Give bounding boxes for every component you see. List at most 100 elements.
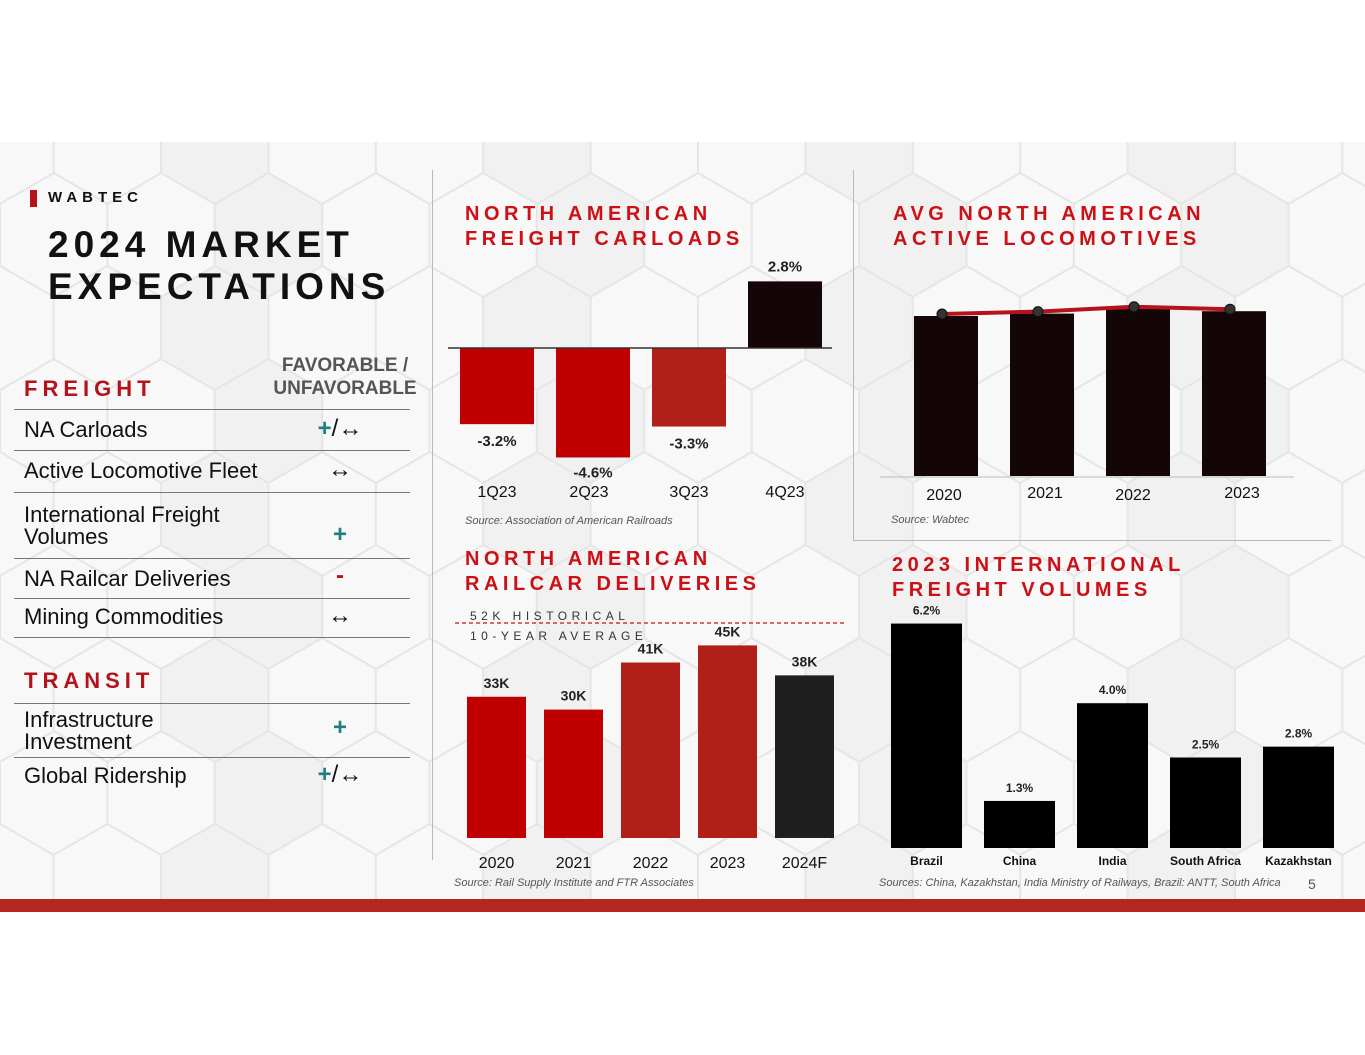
row-indicator: -: [300, 564, 380, 588]
bar-China: [984, 800, 1055, 848]
bar-South Africa: [1170, 757, 1241, 848]
data-label-2020: 33K: [484, 675, 510, 691]
row-indicator: +/↔: [300, 417, 380, 441]
page-number: 5: [1308, 876, 1316, 892]
trend-point-2022: [1128, 301, 1140, 313]
row-label: NA Carloads: [24, 417, 148, 442]
bar-Kazakhstan: [1263, 746, 1334, 848]
x-tick-4Q23: 4Q23: [765, 484, 804, 501]
row-indicator: +/↔: [300, 763, 380, 787]
row-indicator: ↔: [300, 458, 380, 482]
trend-point-2020: [936, 308, 948, 320]
freight-section-label: FREIGHT: [24, 376, 156, 401]
favorable-header: FAVORABLE / UNFAVORABLE: [273, 355, 417, 399]
neutral-sign: ↔: [328, 602, 352, 629]
hex-cell: [804, 822, 914, 899]
row-label: Infrastructure Investment: [24, 707, 154, 754]
data-label-1Q23: -3.2%: [477, 433, 516, 450]
row-indicator: +: [300, 523, 380, 547]
unfavorable-sign: -: [336, 562, 344, 589]
panel-divider: [853, 540, 1331, 541]
bar-2021: [1010, 313, 1074, 476]
hex-cell: [374, 822, 485, 899]
trend-point-2023: [1224, 303, 1236, 315]
panel-divider: [432, 170, 433, 860]
data-label-Kazakhstan: 2.8%: [1285, 727, 1313, 741]
trend-point-2021: [1032, 306, 1044, 318]
locomotives-source: Source: Wabtec: [891, 514, 970, 526]
neutral-sign: /↔: [331, 761, 363, 788]
row-indicator: ↔: [300, 604, 380, 628]
favorable-sign: +: [332, 521, 347, 548]
carloads-source: Source: Association of American Railroad…: [465, 515, 673, 527]
bar-2020: [914, 316, 978, 476]
x-tick-2020: 2020: [479, 855, 515, 872]
railcars-source: Source: Rail Supply Institute and FTR As…: [454, 877, 694, 889]
hex-cell: [1341, 840, 1365, 899]
brand-logo: WABTEC: [48, 189, 143, 206]
freight-row: International Freight Volumes +: [14, 492, 410, 558]
hex-cell: [52, 822, 163, 899]
x-tick-2Q23: 2Q23: [569, 484, 608, 501]
bar-2021: [544, 709, 603, 838]
data-label-India: 4.0%: [1099, 683, 1127, 697]
transit-row: Infrastructure Investment +: [14, 703, 410, 757]
slide: WABTEC 2024 MARKET EXPECTATIONS FREIGHT …: [0, 142, 1365, 912]
bar-2024F: [775, 675, 834, 838]
freight-row: NA Carloads +/↔: [14, 409, 410, 450]
intl-source: Sources: China, Kazakhstan, India Minist…: [879, 877, 1281, 889]
railcars-chart-title: NORTH AMERICAN RAILCAR DELIVERIES: [465, 548, 761, 595]
hex-cell: [267, 822, 377, 899]
bar-3Q23: [652, 348, 726, 427]
panel-divider: [853, 170, 854, 540]
x-tick-1Q23: 1Q23: [477, 484, 516, 501]
bar-2023: [698, 645, 757, 838]
footer-bar: [0, 899, 1365, 912]
bar-4Q23: [748, 281, 822, 348]
trend-line: [941, 304, 1231, 316]
row-label: Global Ridership: [24, 763, 187, 788]
x-tick-Kazakhstan: Kazakhstan: [1265, 854, 1332, 868]
neutral-sign: /↔: [331, 415, 363, 442]
row-indicator: +: [300, 716, 380, 740]
bar-2020: [467, 696, 526, 838]
bar-2Q23: [556, 348, 630, 458]
transit-section-label: TRANSIT: [24, 668, 155, 693]
favorable-sign: +: [317, 761, 332, 788]
x-tick-China: China: [1003, 854, 1037, 868]
x-tick-2020: 2020: [926, 487, 962, 504]
row-label: NA Railcar Deliveries: [24, 566, 231, 591]
locomotives-chart: 2020 2021 2022 2023: [880, 301, 1294, 504]
neutral-sign: ↔: [328, 456, 352, 483]
freight-row: Active Locomotive Fleet ↔: [14, 450, 410, 492]
bar-2023: [1202, 311, 1266, 476]
bar-Brazil: [891, 623, 962, 848]
railcars-chart: 52K HISTORICAL 10-YEAR AVERAGE 33K 2020 30K 2…: [455, 609, 845, 872]
data-label-2021: 30K: [561, 688, 587, 704]
logo-mark: [30, 190, 37, 207]
bar-2022: [621, 662, 680, 838]
locomotives-chart-title: AVG NORTH AMERICAN ACTIVE LOCOMOTIVES: [893, 203, 1206, 250]
data-label-2022: 41K: [638, 641, 664, 657]
data-label-2Q23: -4.6%: [573, 464, 612, 481]
data-label-Brazil: 6.2%: [913, 604, 941, 618]
carloads-chart-title: NORTH AMERICAN FREIGHT CARLOADS: [465, 203, 744, 250]
reference-label: 52K HISTORICAL: [470, 609, 629, 623]
freight-row: Mining Commodities ↔: [14, 598, 410, 638]
page-title: 2024 MARKET EXPECTATIONS: [48, 224, 391, 307]
data-label-2024F: 38K: [792, 653, 818, 669]
x-tick-2021: 2021: [556, 855, 592, 872]
favorable-sign: +: [317, 415, 332, 442]
intl-chart: 6.2% Brazil 1.3% China 4.0% India 2.5% South Af…: [891, 604, 1334, 868]
x-tick-Brazil: Brazil: [910, 854, 943, 868]
data-label-2023: 45K: [715, 623, 741, 639]
row-label: International Freight Volumes: [24, 502, 220, 549]
bar-1Q23: [460, 348, 534, 425]
hex-cell: [482, 822, 592, 899]
data-label-South Africa: 2.5%: [1192, 738, 1220, 752]
x-tick-India: India: [1098, 854, 1126, 868]
favorable-sign: +: [332, 714, 347, 741]
bar-India: [1077, 703, 1148, 848]
x-tick-2024F: 2024F: [782, 855, 828, 872]
hex-cell: [0, 822, 55, 899]
